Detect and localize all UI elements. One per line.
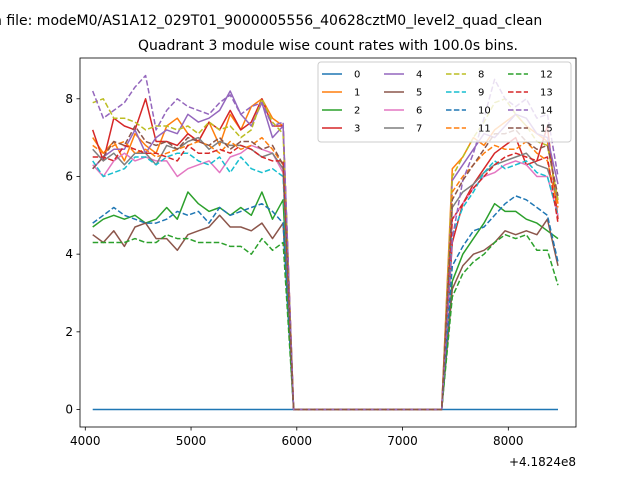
- figure-suptitle: n file: modeM0/AS1A12_029T01_9000005556_…: [0, 13, 542, 29]
- legend-label-15: 15: [540, 124, 553, 135]
- legend-label-14: 14: [540, 106, 553, 117]
- chart-title: Quadrant 3 module wise count rates with …: [138, 38, 518, 54]
- legend-label-1: 1: [354, 88, 360, 99]
- series-line-1: [92, 98, 559, 411]
- plot-lines: [91, 74, 559, 411]
- legend-label-12: 12: [540, 70, 553, 81]
- y-tick-label: 4: [65, 247, 73, 261]
- axis-ticks: 4000 5000 6000 7000 8000 0 2 4 6 8: [65, 92, 523, 448]
- legend-label-9: 9: [478, 88, 484, 99]
- series-line-12: [92, 233, 559, 411]
- legend-label-6: 6: [416, 106, 422, 117]
- plot-frame: [79, 57, 577, 428]
- x-tick-label: 5000: [176, 434, 207, 448]
- x-tick-label: 7000: [387, 434, 418, 448]
- series-line-9: [92, 152, 559, 411]
- series-line-11: [92, 136, 559, 411]
- series-line-15: [92, 125, 559, 411]
- x-tick-label: 8000: [493, 434, 524, 448]
- legend-label-4: 4: [416, 70, 422, 81]
- series-line-5: [92, 214, 559, 411]
- series-line-10: [92, 195, 559, 411]
- legend-label-3: 3: [354, 124, 360, 135]
- series-line-7: [92, 136, 559, 411]
- legend-box: [317, 61, 572, 143]
- series-line-3: [91, 98, 559, 411]
- legend-label-11: 11: [478, 124, 491, 135]
- legend-label-2: 2: [354, 106, 360, 117]
- series-line-13: [92, 144, 559, 411]
- y-tick-label: 0: [65, 403, 73, 417]
- legend-label-7: 7: [416, 124, 422, 135]
- legend-label-0: 0: [354, 70, 360, 81]
- series-line-6: [92, 144, 559, 411]
- legend-label-5: 5: [416, 88, 422, 99]
- series-line-8: [92, 98, 559, 411]
- x-tick-label: 6000: [282, 434, 313, 448]
- y-tick-label: 2: [65, 325, 73, 339]
- x-offset-label: +4.1824e8: [509, 455, 576, 469]
- legend-label-13: 13: [540, 88, 553, 99]
- series-line-2: [92, 191, 559, 411]
- legend-label-8: 8: [478, 70, 484, 81]
- x-tick-label: 4000: [70, 434, 101, 448]
- y-tick-label: 6: [65, 169, 73, 183]
- y-tick-label: 8: [65, 92, 73, 106]
- legend-label-10: 10: [478, 106, 491, 117]
